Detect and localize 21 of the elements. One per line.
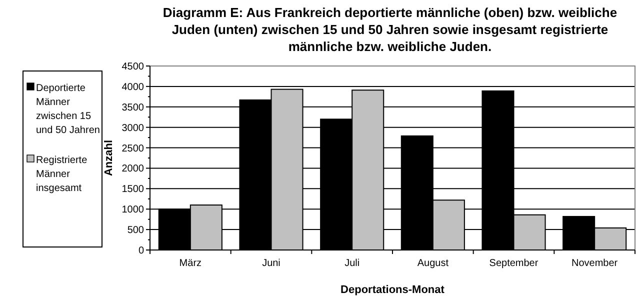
y-axis-title: Anzahl <box>103 140 115 176</box>
x-tick-label: September <box>489 258 539 269</box>
y-tick-label: 4000 <box>122 82 144 93</box>
y-tick-label: 500 <box>127 225 144 236</box>
x-tick-label: November <box>572 258 618 269</box>
y-tick-label: 3500 <box>122 102 144 114</box>
x-tick-label: März <box>179 258 202 269</box>
x-axis-title: Deportations-Monat <box>340 284 445 296</box>
y-tick-label: 4500 <box>122 62 144 72</box>
y-tick-label: 1000 <box>122 204 144 216</box>
x-tick-label: Juni <box>262 258 280 269</box>
y-tick-label: 1500 <box>122 184 144 196</box>
x-tick-label: August <box>417 258 449 269</box>
y-tick-label: 2000 <box>122 164 144 175</box>
y-tick-label: 0 <box>138 246 144 256</box>
chart-title: Diagramm E: Aus Frankreich deportierte männliche (oben) bzw. weibliche Juden (unten) zwischen 15 und 50 Jahren sowie insgesamt registrierte männliche bzw. weibliche Juden. <box>162 5 618 54</box>
y-tick-label: 2500 <box>122 143 144 154</box>
x-tick-label: Juli <box>344 258 360 269</box>
legend-label: Deportierte Männer zwischen 15 und 50 Jahren <box>36 83 100 136</box>
y-tick-label: 3000 <box>122 122 144 134</box>
legend-label: Registrierte Männer insgesamt <box>36 155 88 194</box>
